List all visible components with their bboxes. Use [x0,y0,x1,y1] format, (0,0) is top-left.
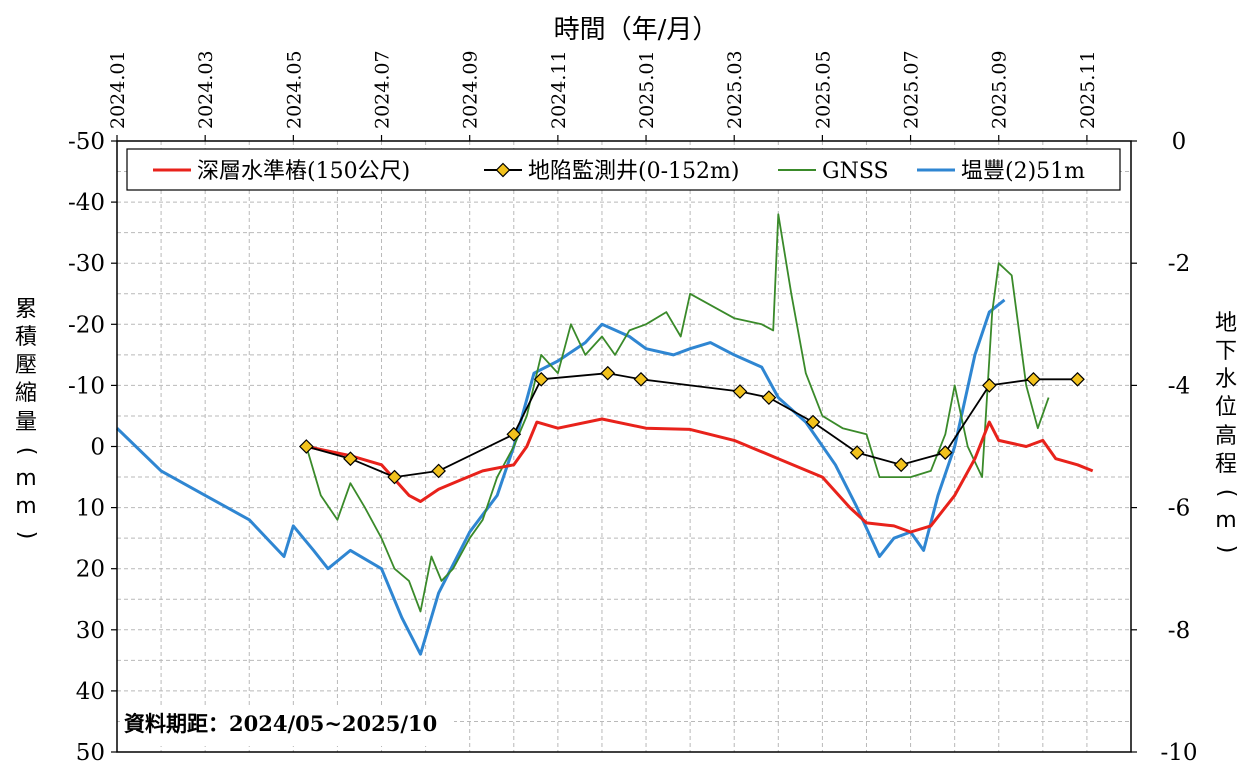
y-left-tick-label: 0 [90,435,105,461]
series-layer [115,213,1094,656]
series-marker [506,426,522,442]
y-left-tick-label: -30 [68,251,105,277]
x-tick-label: 2024.01 [107,50,129,129]
series-marker [1026,371,1041,387]
series-marker [387,469,402,485]
series-marker [849,445,865,460]
series-marker [533,371,549,387]
x-tick-label: 2024.07 [372,50,394,129]
y-right-tick-label: -2 [1168,251,1190,277]
annotation-box: 資料期距：2024/05~2025/10 [120,706,454,746]
series-marker [761,390,777,405]
x-tick-label: 2024.05 [283,50,305,129]
y-left-tick-label: -50 [68,129,105,155]
x-tick-label: 2024.11 [548,50,570,129]
annotation-text: 資料期距：2024/05~2025/10 [124,711,437,736]
series-marker [805,414,821,430]
x-axis-title: 時間（年/月） [554,15,719,45]
y-left-tick-label: -10 [68,373,105,399]
series-line-3 [305,213,1050,613]
x-tick-label: 2025.07 [901,50,923,129]
x-tick-label: 2025.09 [989,50,1011,129]
y-right-axis-title: 地下水位高程(m) [1214,311,1240,554]
legend-label: 地陷監測井(0-152m) [528,159,739,184]
series-marker [633,371,649,387]
series-line-1 [306,417,1094,534]
series-marker [732,384,748,399]
y-left-axis-ticks: -50 -40 -30 -20 -10 0 10 20 30 40 50 [68,129,117,763]
grid-lines [117,141,1131,752]
y-left-tick-label: 50 [76,740,105,763]
y-left-tick-label: -40 [68,190,105,216]
series-marker [937,445,953,460]
y-left-tick-label: -20 [68,312,105,338]
y-right-tick-label: -4 [1168,373,1190,399]
x-tick-label: 2025.01 [636,50,658,129]
y-left-tick-label: 30 [76,618,105,644]
series-marker [299,439,314,454]
x-tick-label: 2025.03 [724,50,746,129]
y-right-tick-label: -10 [1160,740,1197,763]
y-right-tick-label: 0 [1172,129,1187,155]
series-marker [431,463,446,479]
y-right-axis-ticks: 0 -2 -4 -6 -8 -10 [1131,129,1198,763]
legend: 深層水準樁(150公尺) 地陷監測井(0-152m) GNSS 塭豐(2)51m [126,148,1121,191]
series-marker [1070,371,1085,387]
series-marker [343,451,358,467]
x-tick-label: 2024.03 [195,50,217,129]
y-right-tick-label: -8 [1168,618,1190,644]
x-tick-label: 2024.09 [460,50,482,129]
y-left-tick-label: 10 [76,496,105,522]
y-right-tick-label: -6 [1168,496,1190,522]
legend-label: GNSS [822,159,889,184]
legend-marker [495,162,511,178]
x-axis-ticks: 2024.01 2024.03 2024.05 2024.07 2024.09 2024.… [107,50,1099,141]
x-tick-label: 2025.11 [1077,50,1099,129]
x-tick-label: 2025.05 [812,50,834,129]
series-line-2 [306,372,1078,478]
y-left-tick-label: 40 [76,679,105,705]
legend-label: 塭豐(2)51m [961,159,1085,184]
y-left-tick-label: 20 [76,557,105,583]
series-marker [600,365,616,381]
y-left-axis-title: 累積壓縮量(m m) [14,297,40,540]
series-marker [981,378,997,393]
legend-label: 深層水準樁(150公尺) [197,159,410,184]
series-marker [893,457,909,473]
series-line-4 [115,298,1006,656]
